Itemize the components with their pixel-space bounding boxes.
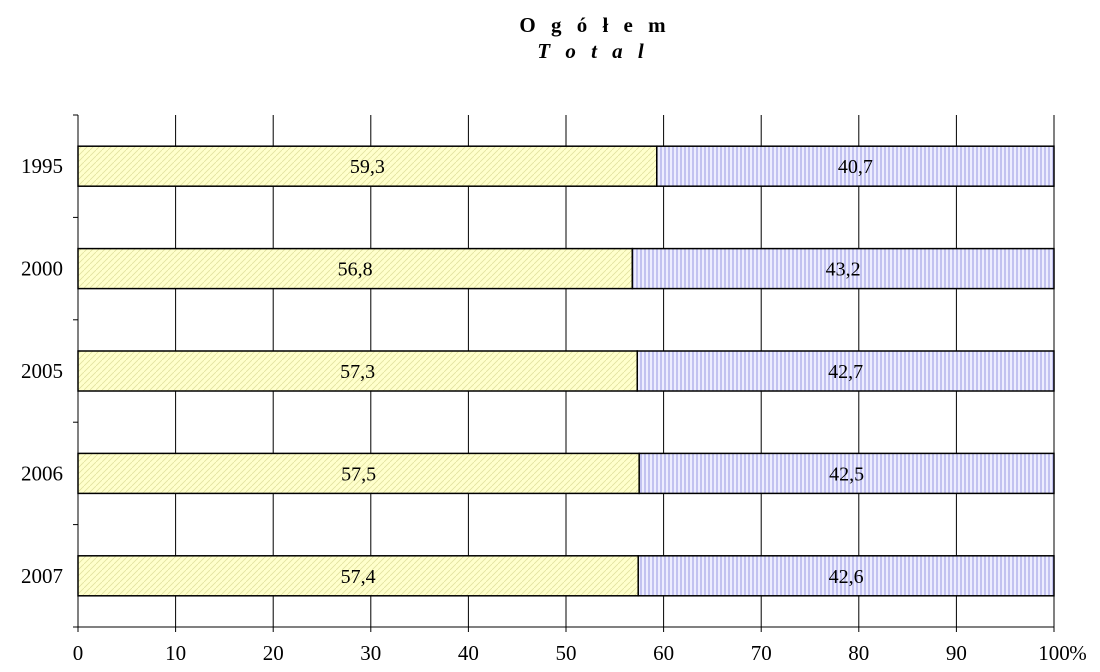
chart-title: O g ó ł e m: [519, 13, 670, 37]
bar-segment: [77, 350, 638, 392]
y-category-label: 1995: [21, 154, 63, 178]
x-tick-label: 70: [751, 641, 772, 665]
data-label: 42,7: [828, 361, 863, 383]
x-tick-label: 50: [556, 641, 577, 665]
x-tick-label: 80: [848, 641, 869, 665]
y-category-label: 2000: [21, 257, 63, 281]
bar-segment: [638, 452, 1055, 495]
y-category-label: 2005: [21, 359, 63, 383]
x-tick-label: 10: [165, 641, 186, 665]
data-label: 57,5: [341, 463, 376, 485]
x-unit-label: %: [1069, 641, 1087, 665]
x-tick-label: 30: [360, 641, 381, 665]
data-label: 59,3: [350, 156, 385, 178]
data-label: 57,3: [340, 361, 375, 383]
x-tick-label: 90: [946, 641, 967, 665]
x-tick-label: 0: [73, 641, 84, 665]
data-label: 56,8: [338, 259, 373, 281]
bar-segment: [636, 350, 1055, 392]
data-label: 40,7: [838, 156, 873, 178]
y-category-label: 2007: [21, 564, 63, 588]
bars: 59,3 40,7 56,8 43,2 57,3 42,7 57,5 42,5 57,4 42,6: [77, 145, 1055, 597]
data-label: 42,6: [829, 566, 864, 588]
x-tick-label: 60: [653, 641, 674, 665]
chart-subtitle: T o t a l: [537, 39, 649, 63]
bar-segment: [637, 555, 1055, 597]
bar-segment: [631, 247, 1055, 290]
x-tick-label: 100: [1038, 641, 1070, 665]
bar-segment: [77, 247, 634, 290]
data-label: 43,2: [826, 259, 861, 281]
data-label: 57,4: [341, 566, 376, 588]
x-tick-label: 20: [263, 641, 284, 665]
data-label: 42,5: [829, 463, 864, 485]
axes: 0 10 20 30 40 50 60 70 80 90 100 1995 2000 2005 2006 20…: [21, 114, 1070, 665]
x-tick-label: 40: [458, 641, 479, 665]
y-category-label: 2006: [21, 461, 63, 485]
bar-segment: [656, 145, 1055, 187]
bar-segment: [77, 555, 639, 597]
